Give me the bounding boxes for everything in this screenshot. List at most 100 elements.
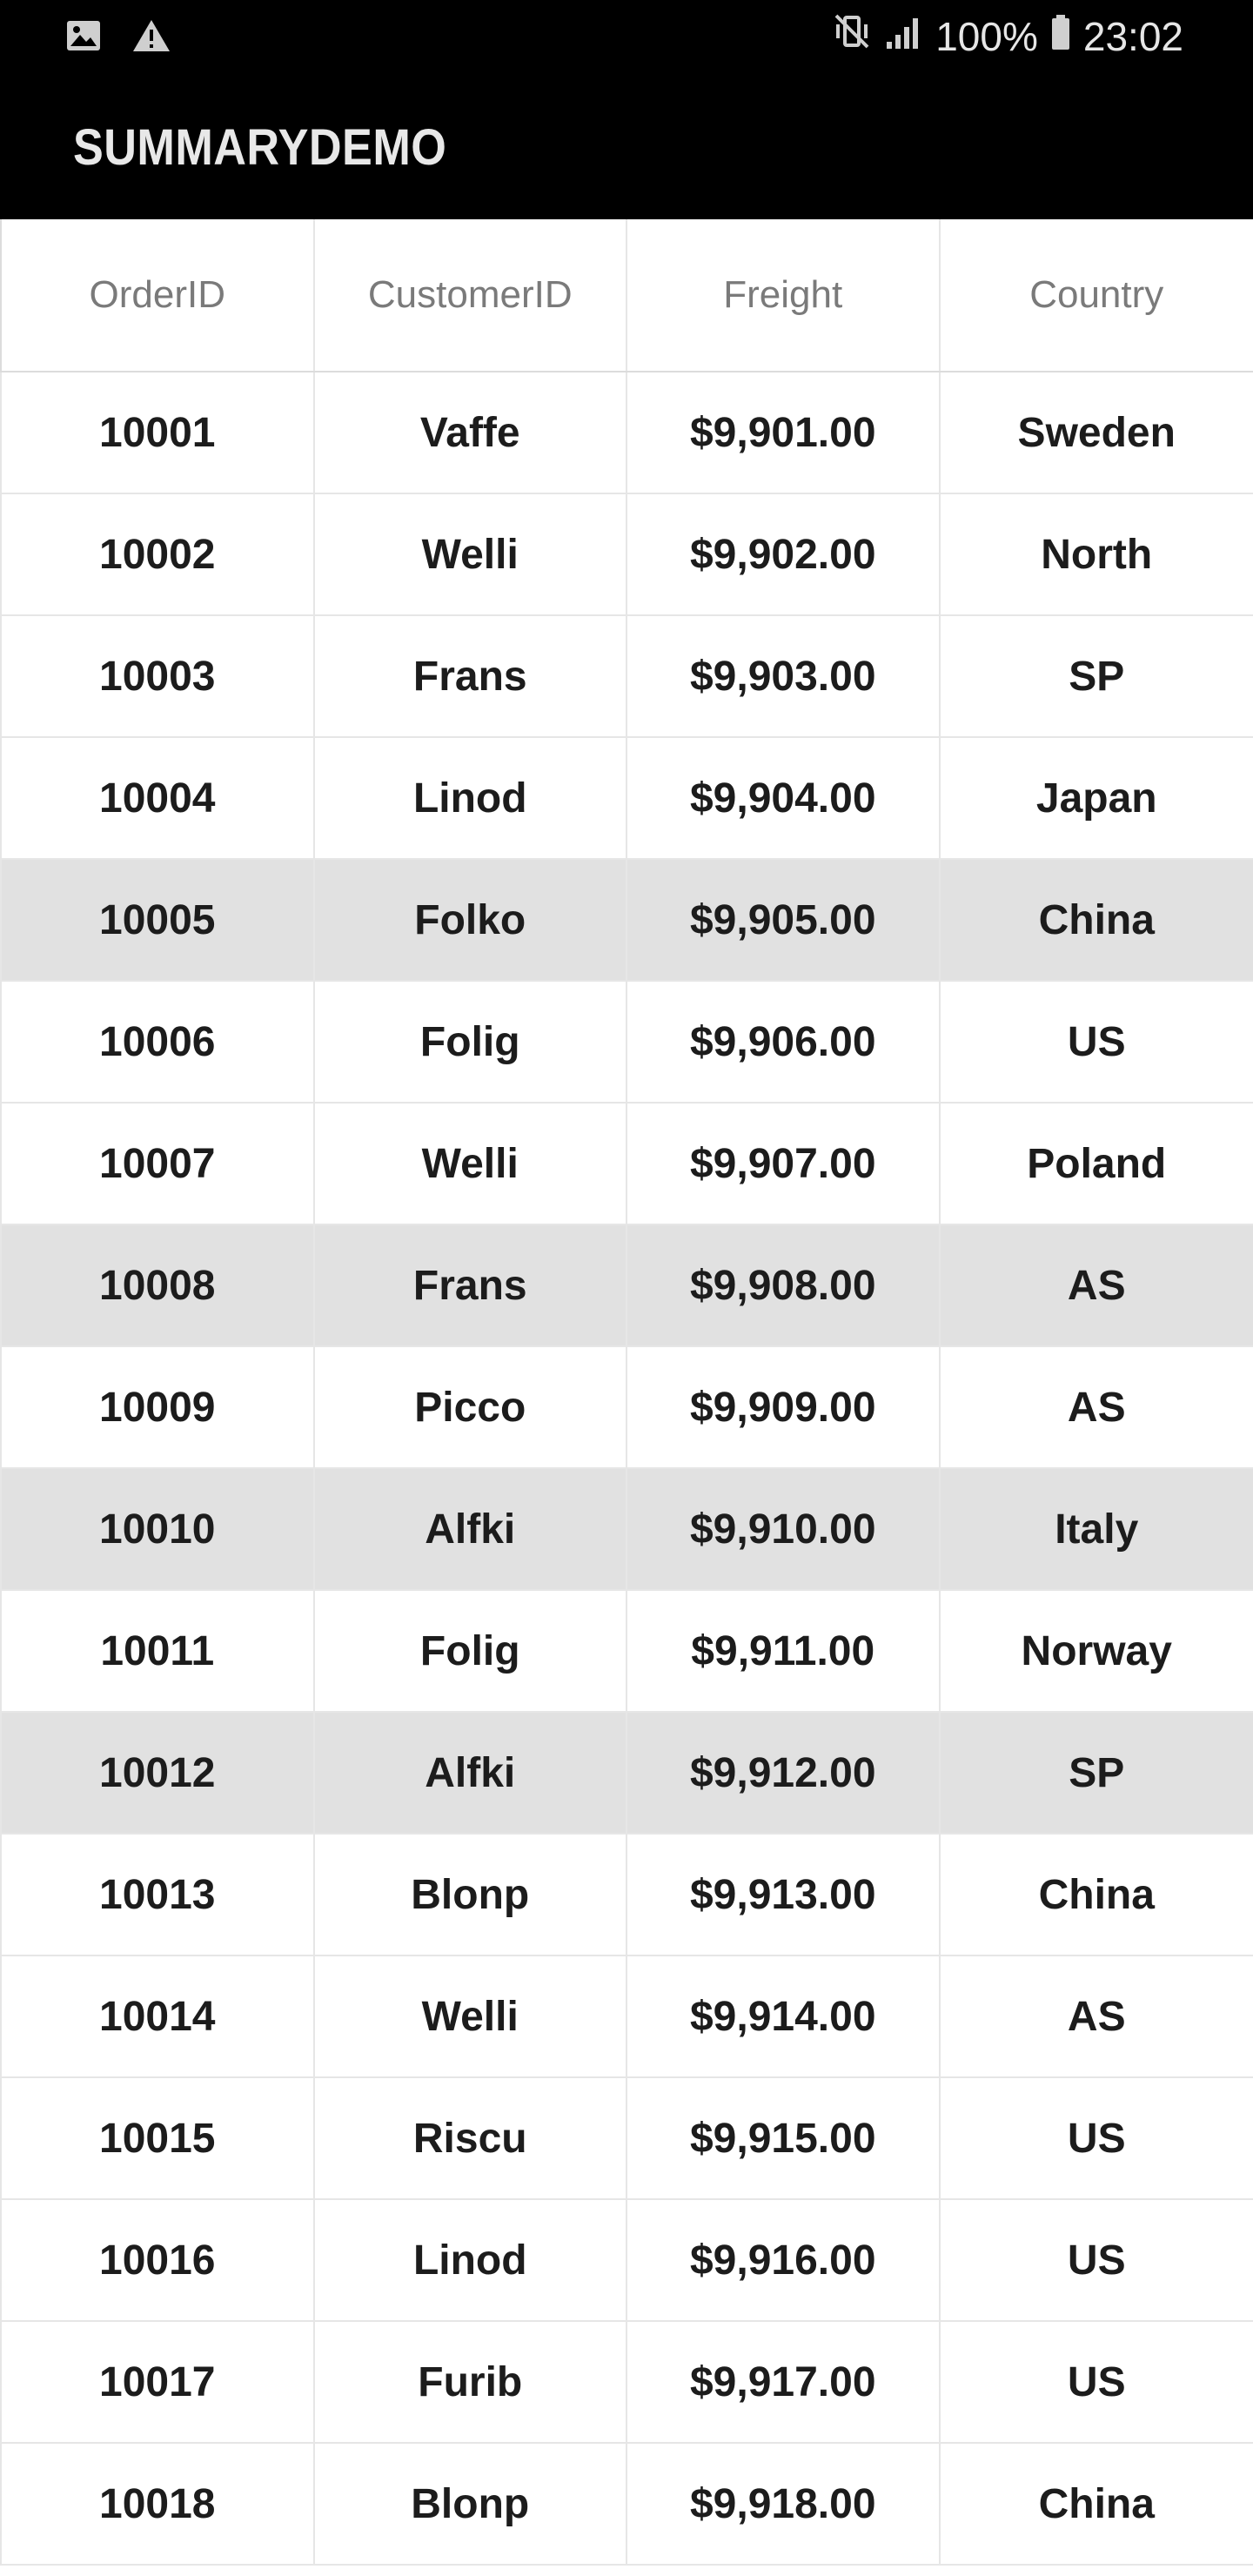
table-row[interactable]: 10012 Alfki $9,912.00 SP xyxy=(0,1713,1253,1835)
customer-id-cell: Frans xyxy=(315,616,627,736)
freight-cell: $9,905.00 xyxy=(627,860,941,980)
customer-id-cell: Blonp xyxy=(315,1835,627,1955)
freight-cell: $9,913.00 xyxy=(627,1835,941,1955)
order-id-cell: 10003 xyxy=(2,616,315,736)
order-id-cell: 10013 xyxy=(2,1835,315,1955)
freight-cell: $9,914.00 xyxy=(627,1956,941,2076)
freight-cell: $9,903.00 xyxy=(627,616,941,736)
freight-cell: $9,906.00 xyxy=(627,982,941,1102)
battery-percent: 100% xyxy=(935,14,1038,59)
country-cell: US xyxy=(1067,2237,1126,2284)
column-header-country[interactable]: Country xyxy=(1029,273,1164,316)
table-row[interactable]: 10011 Folig $9,911.00 Norway xyxy=(0,1591,1253,1713)
country-cell: SP xyxy=(1069,653,1125,700)
table-row[interactable]: 10005 Folko $9,905.00 China xyxy=(0,860,1253,982)
order-id-cell: 10018 xyxy=(2,2444,315,2564)
customer-id-cell: Alfki xyxy=(315,1713,627,1833)
column-header-customerid[interactable]: CustomerID xyxy=(315,219,627,371)
customer-id-cell: Linod xyxy=(315,738,627,858)
freight-cell: $9,917.00 xyxy=(627,2322,941,2442)
freight-cell: $9,912.00 xyxy=(627,1713,941,1833)
table-row[interactable]: 10004 Linod $9,904.00 Japan xyxy=(0,738,1253,860)
table-row[interactable]: 10018 Blonp $9,918.00 China xyxy=(0,2444,1253,2566)
table-row[interactable]: 10013 Blonp $9,913.00 China xyxy=(0,1835,1253,1956)
image-icon xyxy=(66,20,101,56)
table-row[interactable]: 10001 Vaffe $9,901.00 Sweden xyxy=(0,372,1253,494)
country-cell: China xyxy=(1038,896,1155,943)
customer-id-cell: Riscu xyxy=(315,2078,627,2198)
order-id-cell: 10014 xyxy=(2,1956,315,2076)
freight-cell: $9,904.00 xyxy=(627,738,941,858)
status-left-icons xyxy=(66,19,171,57)
signal-icon xyxy=(885,12,923,61)
customer-id-cell: Furib xyxy=(315,2322,627,2442)
table-row[interactable]: 10009 Picco $9,909.00 AS xyxy=(0,1347,1253,1469)
order-id-cell: 10007 xyxy=(2,1104,315,1224)
order-id-cell: 10016 xyxy=(2,2200,315,2320)
table-row[interactable]: 10014 Welli $9,914.00 AS xyxy=(0,1956,1253,2078)
table-row[interactable]: 10016 Linod $9,916.00 US xyxy=(0,2200,1253,2322)
country-cell: SP xyxy=(1069,1749,1125,1796)
order-id-cell: 10009 xyxy=(2,1347,315,1467)
customer-id-cell: Welli xyxy=(315,1104,627,1224)
vibrate-mute-icon xyxy=(831,12,873,61)
country-cell: Japan xyxy=(1035,775,1157,822)
table-row[interactable]: 10006 Folig $9,906.00 US xyxy=(0,982,1253,1104)
freight-cell: $9,908.00 xyxy=(627,1225,941,1345)
table-row[interactable]: 10015 Riscu $9,915.00 US xyxy=(0,2078,1253,2200)
table-row[interactable]: 10007 Welli $9,907.00 Poland xyxy=(0,1104,1253,1225)
customer-id-cell: Folig xyxy=(315,1591,627,1711)
freight-cell: $9,909.00 xyxy=(627,1347,941,1467)
customer-id-cell: Blonp xyxy=(315,2444,627,2564)
grid-body: 10001 Vaffe $9,901.00 Sweden 10002 Welli $9,90… xyxy=(0,372,1253,2566)
order-id-cell: 10008 xyxy=(2,1225,315,1345)
country-cell: Norway xyxy=(1021,1627,1172,1674)
customer-id-cell: Alfki xyxy=(315,1469,627,1589)
country-cell: Poland xyxy=(1027,1140,1167,1187)
freight-cell: $9,911.00 xyxy=(627,1591,941,1711)
column-header-freight[interactable]: Freight xyxy=(627,219,941,371)
order-id-cell: 10012 xyxy=(2,1713,315,1833)
order-id-cell: 10010 xyxy=(2,1469,315,1589)
freight-cell: $9,910.00 xyxy=(627,1469,941,1589)
country-cell: China xyxy=(1038,2480,1155,2527)
customer-id-cell: Picco xyxy=(315,1347,627,1467)
table-row[interactable]: 10017 Furib $9,917.00 US xyxy=(0,2322,1253,2444)
customer-id-cell: Folig xyxy=(315,982,627,1102)
order-id-cell: 10004 xyxy=(2,738,315,858)
table-row[interactable]: 10002 Welli $9,902.00 North xyxy=(0,494,1253,616)
freight-cell: $9,907.00 xyxy=(627,1104,941,1224)
order-id-cell: 10005 xyxy=(2,860,315,980)
country-cell: US xyxy=(1067,1018,1126,1065)
status-right-icons: 100% 23:02 xyxy=(831,12,1183,61)
freight-cell: $9,902.00 xyxy=(627,494,941,614)
table-row[interactable]: 10003 Frans $9,903.00 SP xyxy=(0,616,1253,738)
app-bar: SUMMARYDEMO xyxy=(0,73,1253,219)
country-cell: AS xyxy=(1067,1262,1126,1309)
country-cell: US xyxy=(1067,2115,1126,2162)
customer-id-cell: Vaffe xyxy=(315,372,627,493)
column-header-orderid[interactable]: OrderID xyxy=(2,219,315,371)
country-cell: US xyxy=(1067,2358,1126,2405)
data-grid[interactable]: OrderID CustomerID Freight Country 10001… xyxy=(0,219,1253,2576)
freight-cell: $9,901.00 xyxy=(627,372,941,493)
customer-id-cell: Welli xyxy=(315,494,627,614)
customer-id-cell: Linod xyxy=(315,2200,627,2320)
customer-id-cell: Folko xyxy=(315,860,627,980)
status-bar: 100% 23:02 xyxy=(0,0,1253,73)
customer-id-cell: Frans xyxy=(315,1225,627,1345)
order-id-cell: 10006 xyxy=(2,982,315,1102)
battery-icon xyxy=(1050,12,1071,61)
country-cell: North xyxy=(1041,531,1153,578)
app-title: SUMMARYDEMO xyxy=(73,119,447,176)
freight-cell: $9,915.00 xyxy=(627,2078,941,2198)
order-id-cell: 10015 xyxy=(2,2078,315,2198)
country-cell: AS xyxy=(1067,1384,1126,1431)
table-row[interactable]: 10010 Alfki $9,910.00 Italy xyxy=(0,1469,1253,1591)
clock: 23:02 xyxy=(1082,14,1183,59)
order-id-cell: 10002 xyxy=(2,494,315,614)
warning-icon xyxy=(132,19,171,57)
grid-header: OrderID CustomerID Freight Country xyxy=(0,219,1253,372)
country-cell: AS xyxy=(1067,1993,1126,2040)
table-row[interactable]: 10008 Frans $9,908.00 AS xyxy=(0,1225,1253,1347)
